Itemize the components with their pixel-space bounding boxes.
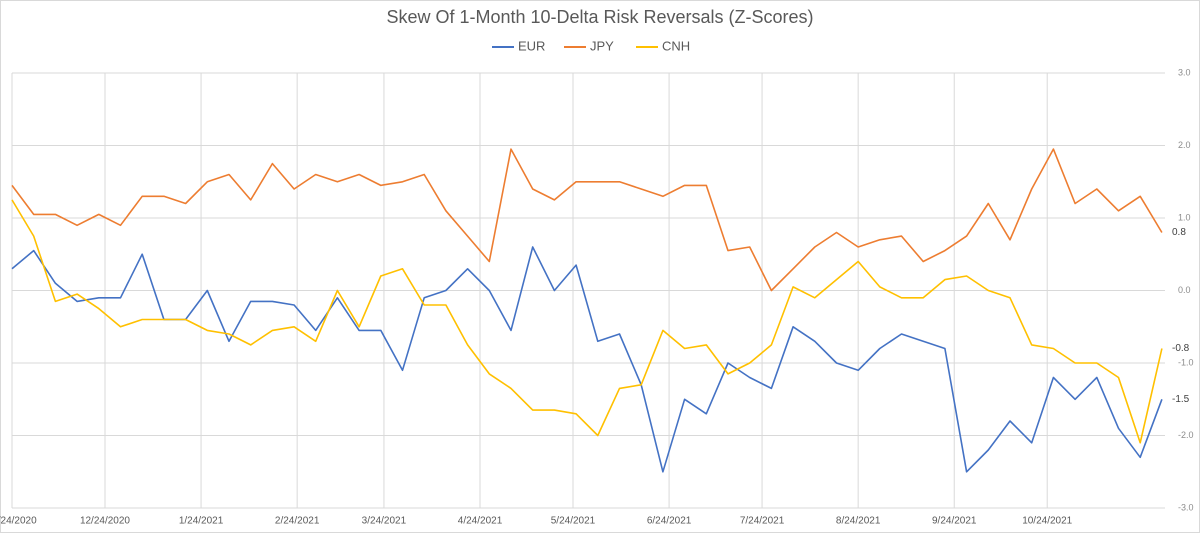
series-line bbox=[11, 148, 1163, 292]
series-line bbox=[11, 199, 1163, 444]
y-tick-label: -2.0 bbox=[1178, 430, 1194, 440]
x-tick-label: 12/24/2020 bbox=[80, 516, 130, 527]
legend-label: JPY bbox=[590, 38, 614, 53]
x-tick-label: 1/24/2021 bbox=[179, 516, 224, 527]
y-tick-label: -1.0 bbox=[1178, 357, 1194, 367]
x-tick-label: 9/24/2021 bbox=[932, 516, 977, 527]
y-tick-label: 3.0 bbox=[1178, 67, 1191, 77]
x-tick-label: 2/24/2021 bbox=[275, 516, 320, 527]
x-tick-label: 8/24/2021 bbox=[836, 516, 881, 527]
x-tick-label: 3/24/2021 bbox=[362, 516, 407, 527]
y-tick-label: 0.0 bbox=[1178, 285, 1191, 295]
x-tick-label: 11/24/2020 bbox=[0, 516, 37, 527]
y-tick-label: 2.0 bbox=[1178, 140, 1191, 150]
end-value-label: -0.8 bbox=[1172, 343, 1190, 354]
y-tick-label: 1.0 bbox=[1178, 212, 1191, 222]
x-tick-label: 4/24/2021 bbox=[458, 516, 503, 527]
chart-title: Skew Of 1-Month 10-Delta Risk Reversals … bbox=[386, 7, 813, 27]
end-value-label: 0.8 bbox=[1172, 227, 1186, 238]
x-tick-label: 7/24/2021 bbox=[740, 516, 785, 527]
x-tick-label: 10/24/2021 bbox=[1022, 516, 1072, 527]
y-tick-label: -3.0 bbox=[1178, 502, 1194, 512]
x-tick-label: 6/24/2021 bbox=[647, 516, 692, 527]
legend-label: EUR bbox=[518, 38, 545, 53]
legend-label: CNH bbox=[662, 38, 690, 53]
end-value-label: -1.5 bbox=[1172, 394, 1190, 405]
series-line bbox=[11, 246, 1163, 473]
x-tick-label: 5/24/2021 bbox=[551, 516, 596, 527]
